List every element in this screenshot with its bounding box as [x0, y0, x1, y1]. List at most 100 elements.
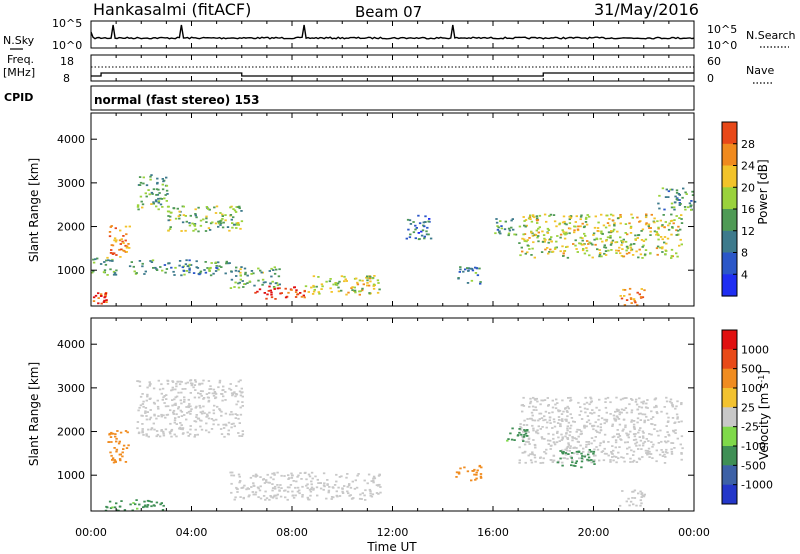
- power-cell: [537, 231, 540, 234]
- power-cell: [639, 296, 643, 298]
- velocity-colorbar-segment: [722, 349, 737, 370]
- velocity-cell: [202, 398, 205, 400]
- velocity-cell: [557, 436, 560, 439]
- velocity-cell: [240, 387, 243, 390]
- velocity-cell: [335, 494, 338, 497]
- velocity-cell: [194, 380, 197, 383]
- velocity-cell: [559, 425, 562, 428]
- power-cell: [630, 302, 633, 304]
- power-cell: [113, 272, 117, 274]
- velocity-cell: [269, 476, 273, 479]
- velocity-cell: [587, 456, 591, 459]
- power-cell: [209, 274, 213, 277]
- power-cell: [272, 269, 275, 271]
- power-colorbar-segment: [722, 187, 737, 210]
- velocity-cell: [549, 422, 552, 424]
- velocity-cell: [199, 406, 202, 409]
- power-cell: [526, 239, 529, 241]
- velocity-cell: [615, 456, 618, 458]
- power-cell: [152, 188, 156, 191]
- power-cell: [425, 233, 429, 236]
- velocity-cell: [596, 425, 600, 428]
- power-cell: [559, 233, 563, 236]
- power-cell: [268, 285, 271, 288]
- velocity-cell: [307, 473, 311, 476]
- velocity-cell: [199, 393, 202, 395]
- velocity-cell: [538, 418, 541, 420]
- velocity-cell: [316, 494, 319, 497]
- power-cell: [579, 225, 582, 228]
- velocity-cell: [139, 404, 143, 407]
- velocity-cell: [614, 410, 617, 413]
- power-cell: [188, 222, 191, 224]
- power-cell: [105, 301, 108, 303]
- velocity-cell: [607, 454, 610, 457]
- y-tick-label: 2000: [57, 221, 85, 234]
- velocity-cell: [571, 459, 574, 461]
- velocity-cell: [459, 467, 462, 470]
- power-cell: [548, 215, 551, 217]
- nave-label: Nave: [746, 64, 774, 77]
- power-cell: [214, 270, 218, 272]
- velocity-cell: [671, 442, 675, 444]
- power-cell: [575, 215, 578, 218]
- power-cell: [535, 229, 538, 232]
- power-cell: [422, 221, 425, 224]
- power-cell: [625, 245, 629, 248]
- power-cell: [340, 275, 344, 278]
- velocity-cell: [311, 477, 314, 480]
- velocity-cell: [150, 500, 153, 503]
- power-cell: [682, 187, 685, 190]
- velocity-cell: [238, 390, 242, 393]
- power-cell: [520, 246, 523, 249]
- velocity-cell: [647, 440, 650, 442]
- velocity-cell: [373, 477, 377, 480]
- power-cell: [688, 202, 692, 205]
- velocity-cell: [174, 417, 177, 419]
- velocity-cell: [529, 459, 533, 462]
- power-cell: [591, 243, 594, 246]
- velocity-cell: [580, 460, 584, 463]
- power-cell: [113, 252, 116, 255]
- velocity-label-sup: -1: [757, 375, 766, 383]
- power-cell: [569, 227, 572, 230]
- power-cell: [644, 223, 648, 226]
- velocity-cell: [148, 500, 151, 503]
- power-cell: [606, 222, 610, 224]
- power-cell: [579, 215, 583, 218]
- velocity-cell: [567, 453, 570, 455]
- power-cell: [270, 293, 273, 296]
- velocity-colorbar-tick-label: -500: [741, 459, 766, 472]
- velocity-cell: [251, 491, 254, 493]
- power-cell: [114, 227, 117, 230]
- power-cell: [204, 271, 208, 274]
- velocity-cell: [153, 414, 156, 417]
- power-cell: [630, 298, 633, 300]
- velocity-cell: [630, 411, 633, 414]
- velocity-cell: [539, 403, 542, 406]
- velocity-cell: [479, 475, 483, 478]
- power-cell: [207, 208, 210, 210]
- velocity-cell: [565, 432, 568, 435]
- power-cell: [638, 293, 641, 296]
- velocity-cell: [355, 486, 359, 489]
- velocity-cell: [626, 453, 629, 455]
- power-cell: [532, 241, 535, 244]
- velocity-cell: [222, 385, 225, 388]
- velocity-cell: [349, 494, 352, 496]
- power-cell: [199, 224, 203, 227]
- power-cell: [270, 267, 273, 270]
- nsearch-label: N.Search: [746, 29, 796, 42]
- power-cell: [302, 294, 305, 297]
- velocity-cell: [463, 466, 466, 469]
- power-cell: [542, 234, 546, 236]
- velocity-cell: [372, 481, 375, 484]
- power-cell: [112, 270, 116, 273]
- velocity-cell: [642, 437, 645, 439]
- velocity-cell: [138, 380, 142, 383]
- velocity-cell: [573, 421, 576, 423]
- velocity-cell: [598, 431, 601, 434]
- velocity-cell: [201, 390, 204, 393]
- power-cell: [676, 197, 679, 200]
